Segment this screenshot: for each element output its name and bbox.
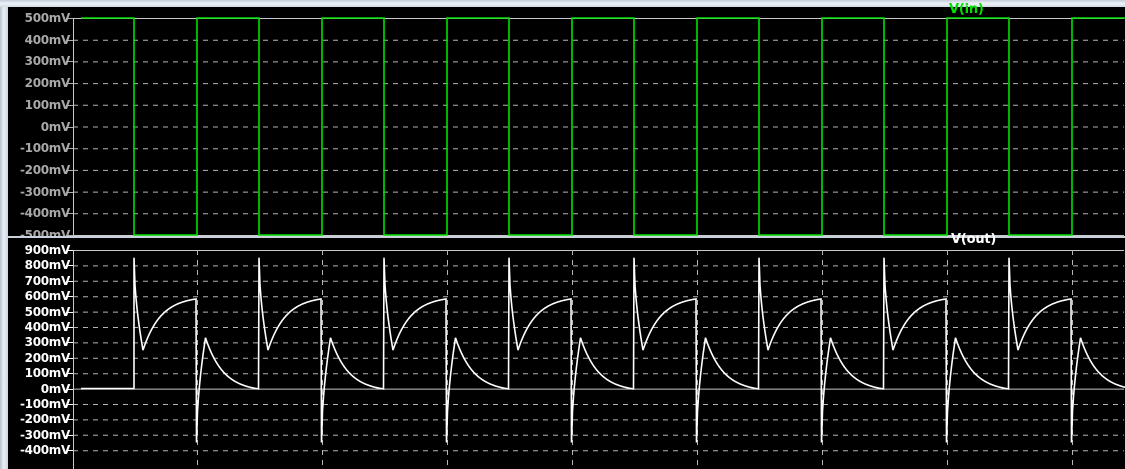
- y-tick-mark: [66, 312, 73, 313]
- y-tick-mark: [66, 358, 73, 359]
- y-tick-label: 200mV: [24, 350, 71, 365]
- y-tick-label: -300mV: [19, 427, 70, 442]
- y-tick-mark: [66, 61, 73, 62]
- y-tick-mark: [66, 235, 73, 236]
- trace-label-vin[interactable]: V(in): [949, 2, 984, 17]
- y-tick-label: 100mV: [24, 97, 71, 112]
- y-tick-mark: [66, 83, 73, 84]
- plot-pane-vin[interactable]: 500mV 400mV 300mV 200mV 100mV 0mV -100mV -200mV…: [8, 7, 1125, 236]
- plot-canvas-vin: [73, 17, 1125, 236]
- y-tick-mark: [66, 250, 73, 251]
- y-tick-label: 0mV: [40, 381, 71, 396]
- y-tick-label: 900mV: [24, 243, 71, 257]
- y-tick-mark: [66, 450, 73, 451]
- window-frame-left: [0, 0, 8, 469]
- y-tick-label: 700mV: [24, 273, 71, 288]
- y-tick-mark: [66, 281, 73, 282]
- y-tick-mark: [66, 435, 73, 436]
- window-frame-top: [0, 0, 1125, 7]
- y-tick-mark: [66, 192, 73, 193]
- y-tick-mark: [66, 40, 73, 41]
- y-tick-label: -400mV: [19, 206, 70, 221]
- y-tick-label: 0mV: [40, 119, 71, 134]
- y-tick-label: -100mV: [19, 141, 70, 156]
- y-tick-label: -100mV: [19, 397, 70, 411]
- y-tick-mark: [66, 127, 73, 128]
- y-tick-label: -200mV: [19, 162, 70, 177]
- y-tick-label: 200mV: [24, 76, 71, 91]
- y-tick-label: -200mV: [19, 412, 70, 427]
- y-tick-label: -500mV: [19, 228, 70, 236]
- y-tick-mark: [66, 373, 73, 374]
- y-tick-mark: [66, 296, 73, 297]
- trace-label-vout[interactable]: V(out): [951, 232, 997, 247]
- y-tick-mark: [66, 170, 73, 171]
- y-axis-labels-vout: 900mV 800mV 700mV 600mV 500mV 400mV 300mV 200mV…: [8, 238, 73, 469]
- y-tick-label: 300mV: [24, 335, 71, 350]
- plot-canvas-vout: [73, 250, 1125, 469]
- y-tick-label: -300mV: [19, 184, 70, 199]
- y-tick-label: 800mV: [24, 258, 71, 273]
- y-tick-mark: [66, 342, 73, 343]
- y-tick-mark: [66, 389, 73, 390]
- y-tick-label: 400mV: [24, 320, 71, 334]
- y-tick-label: 600mV: [24, 289, 71, 304]
- y-tick-mark: [66, 105, 73, 106]
- y-tick-mark: [66, 213, 73, 214]
- y-tick-label: 300mV: [24, 54, 71, 69]
- y-tick-label: 500mV: [24, 304, 71, 319]
- y-tick-label: 100mV: [24, 366, 71, 381]
- y-axis-labels-vin: 500mV 400mV 300mV 200mV 100mV 0mV -100mV -200mV…: [8, 7, 73, 236]
- y-tick-label: -400mV: [19, 443, 70, 458]
- y-tick-label: 500mV: [24, 11, 71, 25]
- y-tick-mark: [66, 404, 73, 405]
- y-tick-mark: [66, 18, 73, 19]
- plot-pane-vout[interactable]: 900mV 800mV 700mV 600mV 500mV 400mV 300mV 200mV…: [8, 238, 1125, 469]
- y-tick-mark: [66, 265, 73, 266]
- y-tick-mark: [66, 419, 73, 420]
- y-tick-mark: [66, 327, 73, 328]
- y-tick-mark: [66, 148, 73, 149]
- y-tick-label: 400mV: [24, 32, 71, 47]
